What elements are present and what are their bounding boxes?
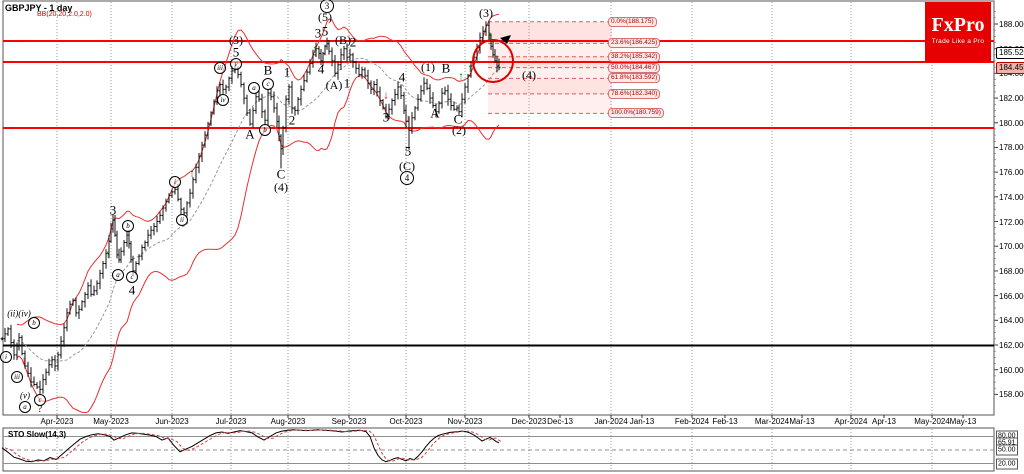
fib-band (488, 43, 612, 57)
main-panel-border (2, 0, 995, 416)
fxpro-tagline: Trade Like a Pro (931, 38, 985, 45)
bollinger-lower-band (16, 75, 500, 414)
symbol-title: GBPJPY - 1 day (5, 3, 73, 13)
fxpro-logo-text: FxPro (931, 14, 985, 36)
fib-band (488, 93, 612, 114)
fxpro-logo: FxPro Trade Like a Pro (925, 2, 991, 62)
black-annotation-arrow[interactable] (500, 35, 511, 44)
fib-band (488, 78, 612, 94)
sto-main-line (1, 429, 500, 463)
fib-band (488, 21, 612, 44)
price-bars (0, 20, 501, 395)
bollinger-upper-band (16, 13, 500, 326)
highlight-ellipse[interactable] (472, 39, 514, 83)
indicator-legend-bb: BB(20,20,2.0,2.0) (37, 11, 92, 18)
sto-indicator-label: STO Slow(14,3) (8, 430, 67, 439)
bollinger-middle-line (16, 57, 500, 362)
sto-signal-line (4, 429, 503, 463)
fib-band (488, 67, 612, 79)
